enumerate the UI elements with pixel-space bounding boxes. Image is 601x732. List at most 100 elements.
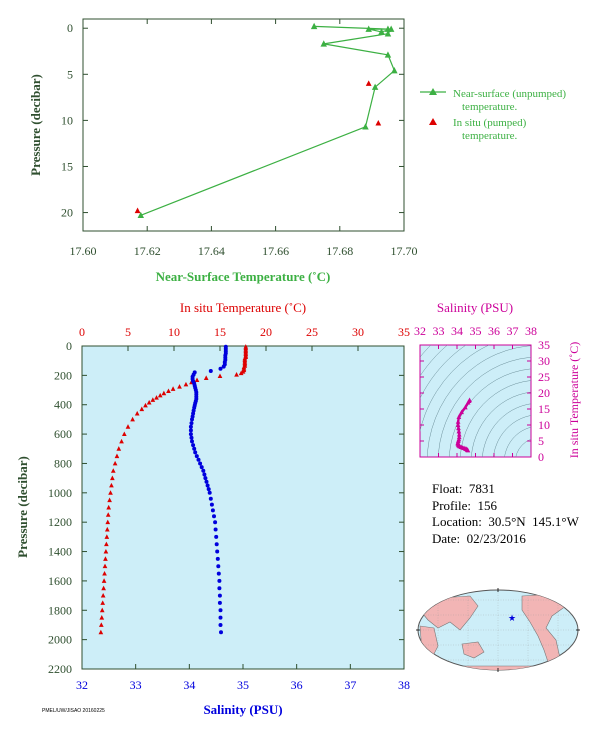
pressure-tick-label: 400 (54, 398, 72, 412)
salinity-point (203, 476, 208, 481)
density-contour (448, 368, 531, 457)
near-surface-temperature-chart: 17.60 17.62 17.64 17.66 17.68 17.70 05101520 … (28, 18, 418, 284)
ts-x-tick-label: 37 (507, 324, 519, 338)
pressure-tick-label: 0 (66, 339, 72, 353)
temp-tick-label: 35 (398, 325, 410, 339)
salinity-point (194, 454, 199, 459)
temperature-point (116, 446, 122, 451)
legend-in-situ-label-2: temperature. (462, 130, 518, 142)
salinity-point (213, 527, 218, 532)
ts-y-tick-label: 25 (538, 370, 550, 384)
temperature-point (106, 504, 112, 510)
location-row: Location: 30.5°N 145.1°W (432, 514, 579, 531)
ts-point (456, 432, 462, 437)
temperature-point (146, 399, 152, 405)
profile-salinity-axis: 32 33 34 35 36 37 38 (76, 664, 410, 692)
temperature-point (99, 615, 105, 620)
near-surface-point (378, 28, 385, 35)
ts-point (456, 414, 462, 419)
location-value: 30.5°N 145.1°W (488, 514, 579, 529)
top-y-axis: 0 5 10 15 20 (61, 21, 404, 220)
temperature-point (105, 512, 111, 517)
salinity-point (219, 630, 223, 635)
salinity-series (188, 344, 228, 635)
temperature-point (134, 410, 140, 416)
location-label: Location: (432, 514, 482, 529)
temperature-point (107, 497, 112, 503)
salinity-point (208, 369, 213, 373)
ts-right-axis-label: In situ Temperature (˚C) (567, 342, 581, 459)
salinity-point (221, 364, 226, 369)
density-contour (504, 427, 531, 457)
top-y-axis-label: Pressure (decibar) (28, 74, 43, 176)
pressure-tick-label: 1000 (48, 486, 72, 500)
ts-plot-area (419, 344, 532, 458)
ts-y-tick-label: 5 (538, 434, 544, 448)
temperature-point (109, 482, 114, 488)
salinity-point (208, 496, 213, 501)
salinity-point (201, 468, 206, 473)
density-contour (420, 345, 490, 432)
temperature-series (98, 344, 249, 635)
in-situ-point (134, 207, 141, 214)
top-chart-legend: Near-surface (unpumped) temperature. In … (420, 88, 566, 142)
ts-point (456, 434, 462, 440)
salinity-point (218, 608, 223, 613)
near-surface-point (320, 40, 327, 47)
temperature-point (103, 556, 108, 561)
ts-y-tick-label: 10 (538, 418, 550, 432)
pressure-tick-label: 1600 (48, 574, 72, 588)
ts-x-tick-label: 35 (470, 324, 482, 338)
salinity-point (198, 461, 203, 466)
top-y-tick-label: 10 (61, 113, 73, 127)
ts-diagram: Salinity (PSU) 32 33 34 35 36 37 38 0 5 10 15 20 25… (414, 300, 581, 464)
temperature-point (119, 438, 124, 444)
temperature-point (103, 548, 109, 554)
pressure-tick-label: 1200 (48, 515, 72, 529)
temperature-point (108, 490, 113, 495)
temp-tick-label: 25 (306, 325, 318, 339)
salinity-point (205, 483, 210, 488)
salinity-point (217, 586, 222, 591)
temperature-point (183, 381, 189, 387)
near-surface-point (365, 25, 372, 32)
date-value: 02/23/2016 (466, 530, 526, 546)
salinity-point (193, 450, 198, 455)
temperature-point (150, 397, 156, 402)
salinity-tick-label: 32 (76, 678, 88, 692)
top-x-tick-label: 17.68 (326, 244, 353, 258)
near-surface-point (137, 211, 145, 219)
temperature-point (234, 372, 239, 377)
near-surface-point (387, 25, 395, 32)
salinity-point (215, 556, 220, 561)
salinity-point (217, 600, 222, 605)
legend-near-surface-label-2: temperature. (462, 101, 518, 113)
near-surface-point (310, 22, 318, 30)
float-info-panel: Float: 7831 Profile: 156 Location: 30.5°… (432, 481, 579, 547)
salinity-point (192, 446, 197, 451)
pressure-tick-label: 2000 (48, 633, 72, 647)
temperature-point (104, 526, 110, 532)
salinity-point (210, 508, 215, 513)
ts-x-tick-label: 33 (433, 324, 445, 338)
float-value: 7831 (468, 481, 495, 496)
in-situ-point (365, 80, 372, 86)
temperature-point (104, 534, 110, 539)
temperature-point (121, 431, 127, 437)
salinity-point (188, 428, 193, 433)
density-contour (420, 345, 448, 377)
pressure-tick-label: 1400 (48, 545, 72, 559)
star-icon: ★ (508, 613, 516, 623)
map-frame-ticks (416, 588, 580, 672)
temperature-point (98, 629, 104, 635)
salinity-point (206, 487, 211, 492)
profile-value: 156 (477, 497, 498, 513)
legend-in-situ-marker (429, 118, 437, 125)
temperature-point (110, 468, 116, 473)
footer-credit: PMEL/UW/JISAO 20160225 (42, 708, 105, 714)
temperature-point (177, 384, 182, 389)
temperature-point (105, 519, 111, 525)
pressure-tick-label: 2200 (48, 662, 72, 676)
temperature-point (102, 563, 108, 569)
